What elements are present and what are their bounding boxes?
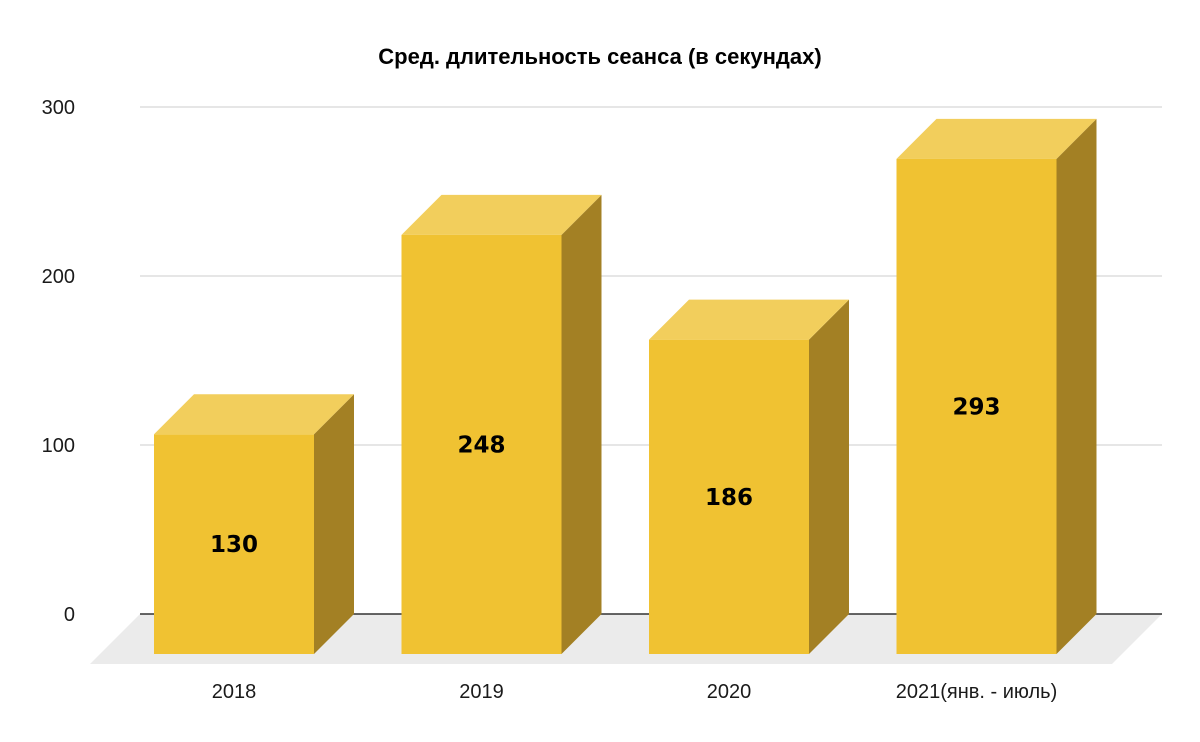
bar-front-face [154, 434, 314, 654]
floor-plane [90, 614, 1162, 664]
bar-front-face [401, 234, 562, 654]
x-tick-label: 2019 [459, 681, 504, 703]
x-tick-label: 2018 [212, 681, 257, 703]
bar-top-face [896, 118, 1097, 159]
x-axis-ticks: 2018 2019 2020 2021(янв. - июль) [212, 681, 1057, 703]
x-tick-label: 2020 [707, 681, 752, 703]
y-tick-label: 100 [42, 435, 75, 457]
bar: 186 [649, 299, 849, 654]
bar-top-face [154, 394, 354, 435]
bar-top-face [649, 299, 849, 340]
data-label: 293 [952, 394, 1000, 420]
y-tick-label: 300 [42, 97, 75, 119]
bar-front-face [896, 158, 1057, 654]
bar: 130 [154, 394, 354, 654]
chart-floor [90, 614, 1162, 664]
y-axis-ticks: 0 100 200 300 [42, 97, 75, 626]
data-label: 130 [210, 532, 258, 558]
chart-title: Сред. длительность сеанса (в секундах) [378, 44, 821, 69]
bars: 130 248 186 293 [154, 118, 1097, 654]
bar-side-face [561, 194, 602, 654]
data-label: 186 [705, 485, 753, 511]
bar-front-face [649, 339, 809, 654]
bar-side-face [1056, 118, 1097, 654]
y-tick-label: 200 [42, 266, 75, 288]
bar-side-face [809, 299, 849, 654]
bar-top-face [401, 194, 602, 235]
bar: 248 [401, 194, 602, 654]
x-tick-label: 2021(янв. - июль) [896, 681, 1057, 703]
bar-side-face [314, 394, 354, 654]
bar: 293 [896, 118, 1097, 654]
data-label: 248 [457, 432, 505, 458]
y-tick-label: 0 [64, 604, 75, 626]
